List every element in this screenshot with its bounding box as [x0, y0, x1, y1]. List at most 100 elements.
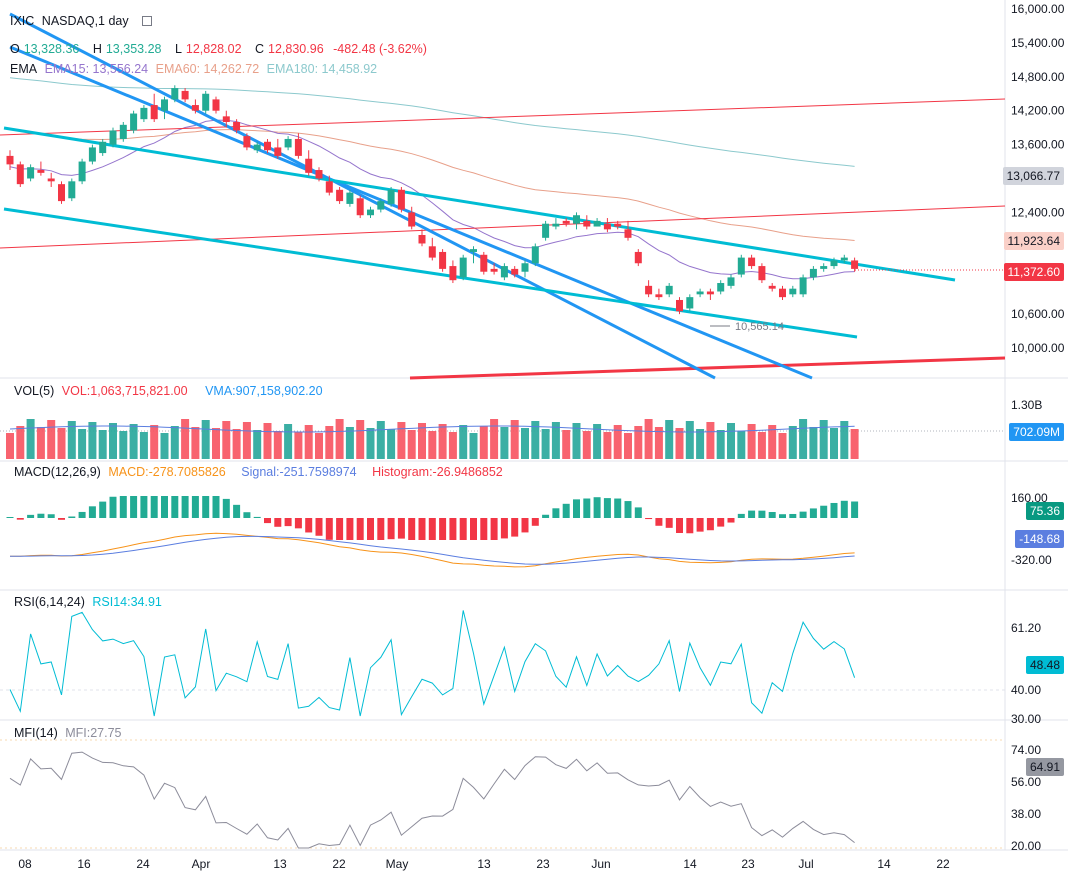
macd-y-tick: -320.00 [1011, 553, 1052, 567]
candle-body [27, 167, 35, 179]
volume-bar [479, 426, 488, 459]
macd-histogram-bar [58, 518, 65, 520]
macd-histogram-bar [140, 496, 148, 518]
volume-bar [809, 427, 818, 459]
volume-bar [438, 424, 447, 459]
rsi-value: RSI14:34.91 [92, 595, 162, 609]
volume-bar [150, 425, 159, 459]
candle-body [645, 285, 653, 295]
candle-body [274, 147, 282, 156]
symbol-legend[interactable]: IXIC NASDAQ,1 day [10, 13, 156, 29]
x-tick-label: 13 [273, 857, 287, 871]
macd-histogram-bar [171, 496, 179, 518]
candle-body [191, 105, 199, 111]
macd-histogram-bar [809, 508, 817, 518]
rsi-line [9, 610, 856, 717]
candle-body [758, 266, 766, 281]
macd-histogram-bar [346, 518, 354, 540]
ohlc-legend: O 13,328.36 H 13,353.28 L 12,828.02 C 12,830… [10, 41, 431, 57]
volume-bar [541, 429, 550, 459]
candle-body [840, 257, 848, 261]
candle-body [542, 223, 550, 238]
macd-line [9, 532, 855, 568]
volume-bar [778, 433, 787, 459]
candle-body [325, 181, 333, 193]
macd-histogram-bar [758, 510, 766, 518]
candle-body [264, 141, 271, 151]
volume-bar [273, 431, 282, 459]
macd-histogram-bar [161, 496, 168, 518]
volume-bar [582, 431, 591, 459]
candle-body [686, 297, 694, 309]
candle-body [336, 189, 344, 202]
volume-bar [768, 425, 777, 459]
close-label: C [255, 42, 265, 56]
volume-bar [129, 424, 138, 459]
x-tick-label: Jun [591, 857, 610, 871]
macd-histogram-bar [676, 518, 683, 534]
macd-histogram-bar [212, 496, 220, 518]
mfi-y-tick: 38.00 [1011, 807, 1041, 821]
ema15-line [9, 119, 855, 280]
signal-line [10, 535, 855, 565]
volume-bar [459, 425, 468, 459]
candle-body [552, 223, 560, 227]
candle-body [99, 141, 107, 154]
candle-body [68, 181, 76, 199]
macd-histogram-bar [531, 518, 539, 526]
vma-line [9, 425, 855, 433]
macd-histogram-bar [748, 510, 756, 518]
candle-body [799, 277, 807, 295]
volume-bar [356, 420, 365, 459]
macd-histogram-bar [233, 504, 241, 518]
x-tick-label: 13 [477, 857, 491, 871]
macd-y-tick: 160.00 [1011, 491, 1048, 505]
candle-body [748, 257, 756, 267]
candle-body [634, 251, 642, 264]
candle-body [531, 246, 539, 264]
volume-bar [109, 423, 117, 459]
candle-body [768, 285, 776, 289]
volume-bar [232, 429, 241, 459]
candle-body [428, 246, 436, 258]
candle-body [820, 266, 828, 269]
macd-histogram-bar [614, 498, 622, 518]
ema-label: EMA [10, 62, 38, 76]
vol-y-tick: 1.30B [1011, 398, 1042, 412]
macd-histogram-bar [542, 514, 550, 518]
price-label-signal: -148.68 [1015, 530, 1064, 548]
volume-bar [685, 421, 694, 459]
candle-body [830, 260, 838, 267]
candle-body [511, 268, 519, 275]
vol-value: VOL:1,063,715,821.00 [61, 384, 188, 398]
close-value: 12,830.96 [268, 42, 324, 56]
macd-histogram-bar [274, 518, 282, 527]
candle-body [119, 124, 127, 139]
macd-histogram-bar [593, 497, 601, 518]
candle-body [6, 155, 14, 165]
macd-histogram-bar [181, 496, 189, 518]
macd-histogram-bar [284, 518, 292, 527]
y-tick-label: 14,200.00 [1011, 104, 1065, 118]
volume-bar [624, 433, 632, 459]
candle-body [727, 277, 735, 286]
signal-value: Signal:-251.7598974 [241, 465, 357, 479]
price-label-ema180: 13,066.77 [1002, 167, 1064, 185]
menu-icon[interactable] [142, 16, 153, 26]
candle-body [222, 116, 230, 122]
macd-histogram-bar [552, 508, 560, 518]
macd-histogram-bar [367, 518, 374, 540]
volume-bar [366, 428, 375, 459]
volume-bar [98, 430, 107, 459]
volume-bar [696, 429, 705, 459]
trend-line-teal-upper [3, 126, 956, 282]
low-label: L [174, 42, 182, 56]
macd-histogram-bar [428, 518, 436, 540]
volume-bar [593, 424, 602, 459]
macd-histogram-bar [47, 514, 55, 518]
macd-value: MACD:-278.7085826 [108, 465, 226, 479]
macd-histogram-bar [119, 496, 127, 518]
volume-bar [500, 427, 509, 459]
x-tick-label: 22 [332, 857, 346, 871]
